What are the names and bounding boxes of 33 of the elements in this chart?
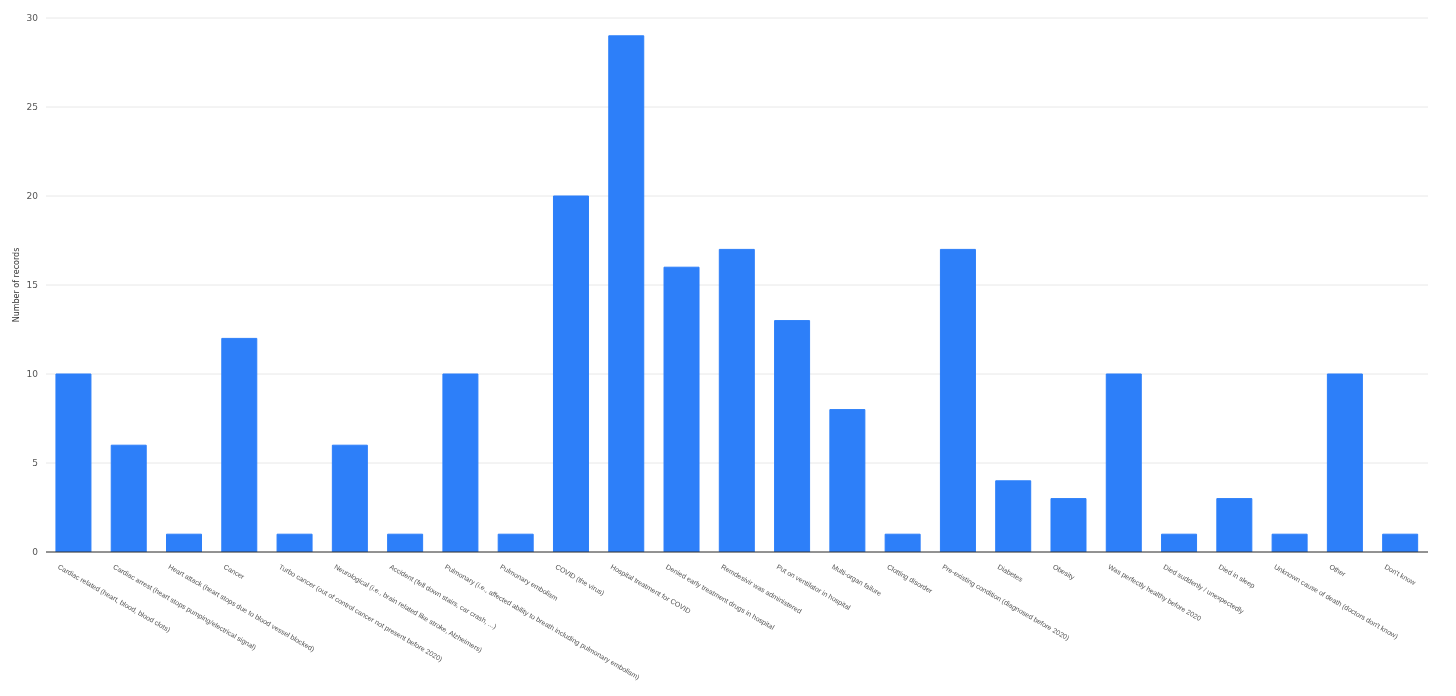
bar [442,373,479,552]
bar [884,533,921,552]
bar [166,533,203,552]
bar [939,248,976,552]
bar [1326,373,1363,552]
bar [829,409,866,552]
y-tick-label: 30 [26,13,39,24]
bar [1382,533,1419,552]
bar [608,35,645,552]
y-tick-label: 0 [32,547,39,558]
y-tick-label: 20 [26,191,39,202]
bar [1271,533,1308,552]
bar [995,480,1032,552]
bar [55,373,92,552]
bar [331,444,368,552]
bar [497,533,534,552]
bar [387,533,424,552]
y-axis-title: Number of records [11,247,21,323]
bar [1161,533,1198,552]
bar [663,266,700,552]
bar [1050,498,1087,552]
y-tick-label: 5 [32,458,38,469]
bar [1216,498,1253,552]
bar [552,195,589,552]
bar [718,248,755,552]
y-tick-label: 15 [26,280,38,291]
bar [221,337,258,552]
bar [276,533,313,552]
bar [1105,373,1142,552]
y-tick-label: 25 [26,102,38,113]
bar [774,320,811,552]
bar [110,444,147,552]
y-tick-label: 10 [26,369,39,380]
